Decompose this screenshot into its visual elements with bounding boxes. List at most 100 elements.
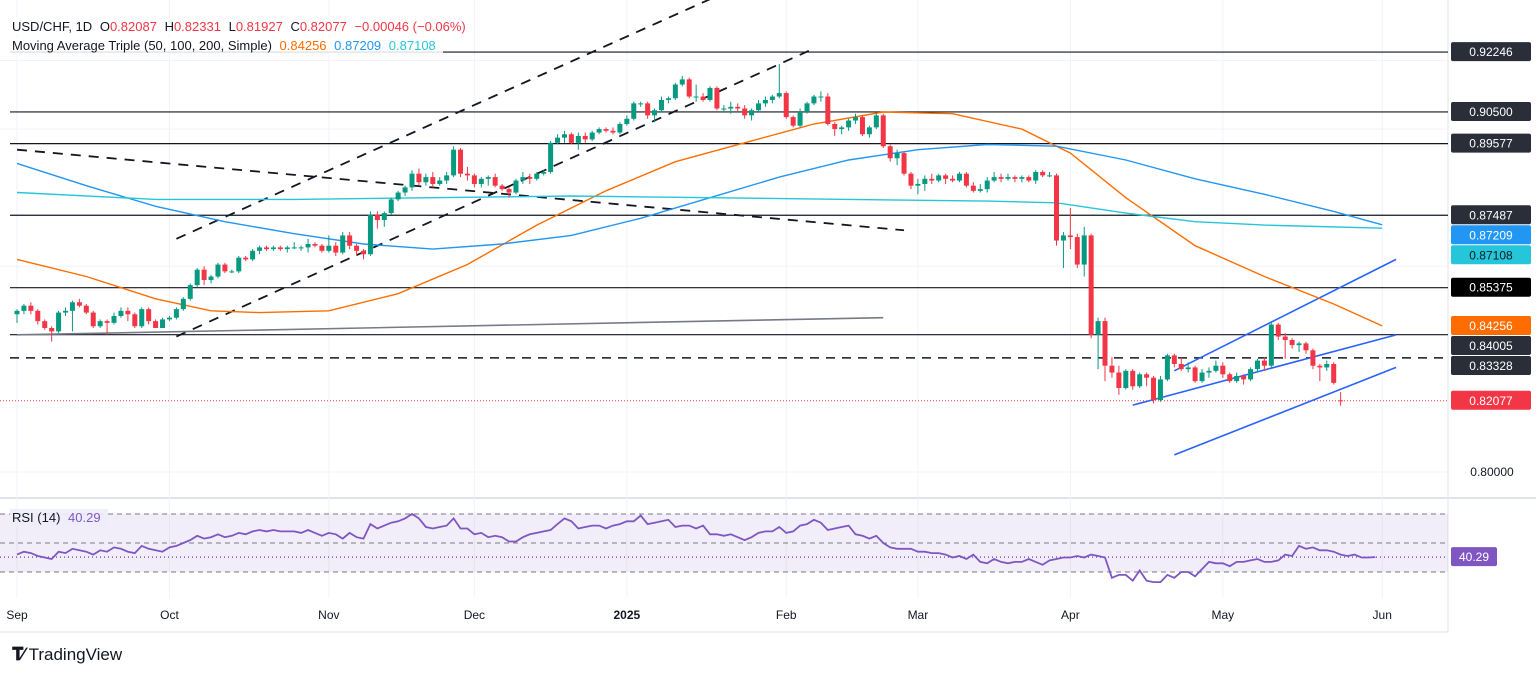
candle-up bbox=[166, 317, 172, 320]
trend-line bbox=[1173, 258, 1397, 372]
trend-line bbox=[1174, 366, 1397, 456]
candle-down bbox=[499, 185, 505, 190]
candle-up bbox=[291, 247, 297, 249]
candle-up bbox=[215, 264, 221, 277]
candle-down bbox=[506, 189, 512, 193]
candle-down bbox=[832, 123, 838, 130]
symbol-label[interactable]: USD/CHF, 1D bbox=[12, 19, 93, 34]
candle-down bbox=[1178, 363, 1184, 370]
price-tag-bg bbox=[1451, 316, 1531, 336]
candle-down bbox=[277, 247, 283, 250]
time-axis-label: Nov bbox=[318, 608, 339, 622]
candle-down bbox=[1241, 375, 1247, 380]
tradingview-logo-icon: 𝐓∕ bbox=[12, 644, 25, 664]
candle-up bbox=[707, 87, 713, 100]
candle-down bbox=[783, 93, 789, 118]
candle-down bbox=[201, 269, 207, 280]
candle-up bbox=[534, 173, 540, 179]
rsi-line bbox=[16, 512, 1376, 583]
ma100-value: 0.87209 bbox=[334, 38, 382, 53]
candle-down bbox=[859, 117, 865, 135]
brand-name: TradingView bbox=[28, 644, 123, 664]
price-tag: 0.82077 bbox=[1451, 390, 1531, 410]
candle-down bbox=[1116, 372, 1122, 388]
candle-down bbox=[263, 247, 269, 250]
candle-up bbox=[1060, 235, 1066, 241]
candle-down bbox=[243, 257, 249, 260]
open-value: O0.82087 bbox=[100, 19, 157, 34]
ma-indicator-title[interactable]: Moving Average Triple (50, 100, 200, Sim… bbox=[12, 38, 272, 53]
candle-down bbox=[963, 173, 969, 186]
low-number: 0.81927 bbox=[235, 19, 283, 34]
candle-up bbox=[160, 319, 166, 328]
candle-down bbox=[464, 173, 470, 176]
candle-down bbox=[492, 177, 498, 186]
candle-down bbox=[1227, 374, 1233, 382]
chart-legend-ohlc: USD/CHF, 1D O0.82087 H0.82331 L0.81927 C… bbox=[10, 18, 473, 35]
ma-line-50 bbox=[16, 111, 1383, 327]
time-axis-label: Oct bbox=[160, 608, 179, 622]
candle-down bbox=[568, 134, 574, 143]
candle-up bbox=[749, 110, 755, 116]
candle-up bbox=[541, 171, 547, 174]
candle-up bbox=[520, 177, 526, 181]
candle-down bbox=[887, 146, 893, 159]
candle-down bbox=[90, 312, 96, 327]
candle-down bbox=[1220, 365, 1226, 375]
candle-down bbox=[49, 327, 55, 332]
candle-down bbox=[1192, 367, 1198, 382]
candle-down bbox=[645, 103, 651, 116]
price-tag: 0.87487 bbox=[1451, 205, 1531, 225]
candle-down bbox=[354, 245, 360, 251]
candle-up bbox=[956, 173, 962, 181]
candle-up bbox=[69, 302, 75, 311]
candle-up bbox=[1047, 175, 1053, 177]
price-tag: 0.92246 bbox=[1451, 42, 1531, 62]
time-axis-label: Dec bbox=[464, 608, 485, 622]
candle-down bbox=[1074, 237, 1080, 265]
candle-up bbox=[250, 250, 256, 260]
tradingview-brand[interactable]: 𝐓∕ TradingView bbox=[12, 644, 122, 665]
candle-down bbox=[1144, 374, 1150, 378]
price-tag: 0.89577 bbox=[1451, 133, 1531, 153]
candle-up bbox=[756, 103, 762, 111]
price-tag: 0.84005 bbox=[1451, 336, 1531, 356]
candle-up bbox=[63, 310, 69, 313]
candle-up bbox=[97, 321, 103, 327]
trend-line bbox=[176, 0, 711, 240]
price-tag: 0.87209 bbox=[1451, 225, 1531, 245]
price-tag-label: 0.82077 bbox=[1469, 394, 1513, 408]
close-value: C0.82077 bbox=[290, 19, 346, 34]
candle-down bbox=[1026, 177, 1032, 181]
candle-up bbox=[437, 180, 443, 184]
price-tag: 0.87108 bbox=[1451, 245, 1531, 265]
candle-down bbox=[146, 309, 152, 322]
candle-up bbox=[111, 315, 117, 323]
candle-down bbox=[1171, 355, 1177, 364]
candle-down bbox=[1151, 377, 1157, 400]
candle-down bbox=[125, 310, 131, 315]
rsi-title[interactable]: RSI (14) bbox=[12, 510, 61, 525]
candle-up bbox=[873, 115, 879, 128]
high-label: H bbox=[164, 19, 174, 34]
open-number: 0.82087 bbox=[109, 19, 157, 34]
candle-down bbox=[735, 106, 741, 109]
candle-up bbox=[665, 98, 671, 100]
candle-down bbox=[1102, 321, 1108, 366]
candle-up bbox=[388, 199, 394, 214]
candle-down bbox=[950, 178, 956, 181]
candle-down bbox=[880, 115, 886, 147]
candle-up bbox=[679, 79, 685, 85]
candle-down bbox=[222, 264, 228, 272]
price-tag-label: 0.89577 bbox=[1469, 137, 1513, 151]
candle-down bbox=[76, 302, 82, 306]
candle-up bbox=[555, 137, 561, 143]
price-tag-label: 0.84005 bbox=[1469, 339, 1513, 353]
candle-up bbox=[991, 177, 997, 181]
candle-up bbox=[1081, 235, 1087, 265]
candle-up bbox=[853, 117, 859, 121]
candle-up bbox=[229, 271, 235, 273]
rsi-value: 40.29 bbox=[68, 510, 101, 525]
close-label: C bbox=[290, 19, 300, 34]
